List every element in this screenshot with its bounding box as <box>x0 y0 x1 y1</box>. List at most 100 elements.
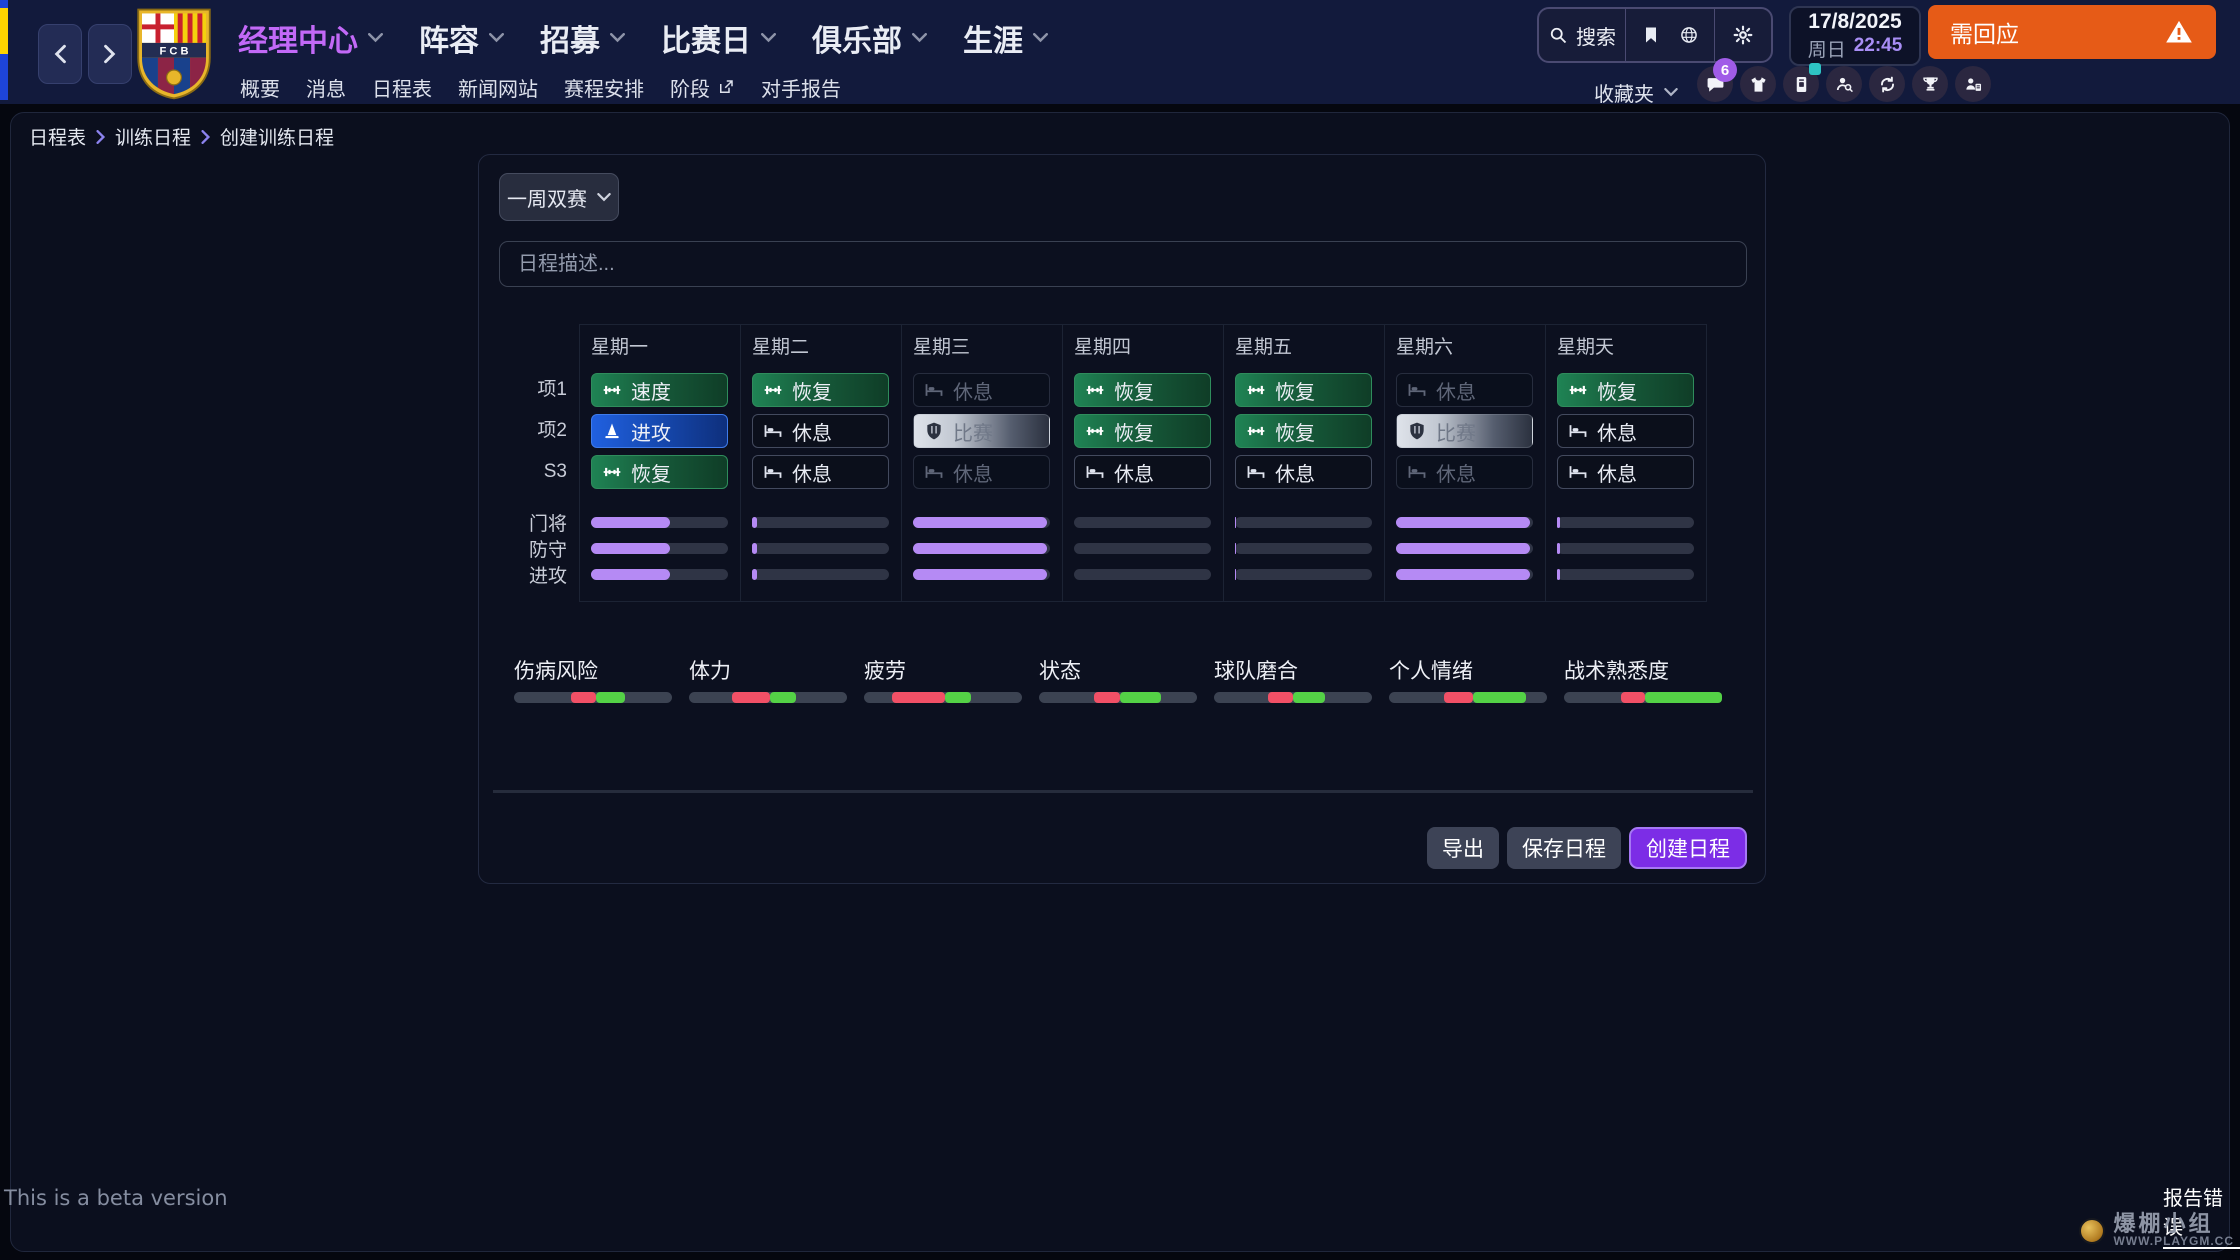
bookmark-icon[interactable] <box>1641 25 1661 45</box>
sync-icon <box>1878 75 1897 94</box>
dumbbell-icon <box>1568 380 1588 400</box>
nav-item[interactable]: 阵容 <box>419 16 504 60</box>
chevron-right-icon <box>103 44 117 64</box>
subnav-item[interactable]: 对手报告 <box>761 73 841 102</box>
create-schedule-button[interactable]: 创建日程 <box>1629 827 1747 869</box>
session-chip-rest[interactable]: 休息 <box>1557 414 1694 448</box>
day-header: 星期天 <box>1557 337 1615 358</box>
status-group: 伤病风险 <box>514 655 672 703</box>
session-cell: 休息 <box>1062 455 1223 489</box>
row-label: 项2 <box>537 420 567 441</box>
row-label: 项1 <box>537 379 567 400</box>
status-track <box>1214 692 1372 703</box>
session-label: 恢复 <box>1114 422 1154 445</box>
intensity-cell <box>1384 569 1545 580</box>
session-chip-rest[interactable]: 休息 <box>752 414 889 448</box>
respond-button[interactable]: 需回应 <box>1928 5 2216 59</box>
session-chip-rest[interactable]: 休息 <box>752 455 889 489</box>
session-chip-rest[interactable]: 休息 <box>1557 455 1694 489</box>
sync-button[interactable] <box>1869 66 1905 102</box>
competition-button[interactable] <box>1912 66 1948 102</box>
session-chip-training[interactable]: 恢复 <box>1235 373 1372 407</box>
subnav-item[interactable]: 赛程安排 <box>564 73 644 102</box>
nav-item[interactable]: 俱乐部 <box>812 16 927 60</box>
row-label: 防守 <box>528 540 567 561</box>
intensity-cell <box>740 517 901 528</box>
session-chip-rest[interactable]: 休息 <box>1074 455 1211 489</box>
status-group: 疲劳 <box>864 655 1022 703</box>
subnav-item[interactable]: 新闻网站 <box>458 73 538 102</box>
save-schedule-button[interactable]: 保存日程 <box>1507 827 1621 869</box>
session-chip-match[interactable]: 比赛 <box>1396 414 1533 448</box>
breadcrumb-item[interactable]: 日程表 <box>29 128 87 149</box>
settings-button[interactable] <box>1715 9 1771 61</box>
session-chip-rest-dim[interactable]: 休息 <box>1396 455 1533 489</box>
session-cell: 休息 <box>901 373 1062 407</box>
report-error-link[interactable]: 报告错误 <box>2163 1182 2240 1249</box>
subnav-item[interactable]: 日程表 <box>372 73 432 102</box>
status-segment-red <box>731 692 770 703</box>
session-chip-rest-dim[interactable]: 休息 <box>1396 373 1533 407</box>
clock[interactable]: 17/8/2025 周日 22:45 <box>1789 6 1921 66</box>
search-button[interactable]: 搜索 <box>1539 9 1625 61</box>
session-chip-training[interactable]: 速度 <box>591 373 728 407</box>
intensity-fill <box>1235 517 1237 528</box>
nav-item[interactable]: 比赛日 <box>661 16 776 60</box>
intensity-fill <box>913 517 1048 528</box>
scouting-button[interactable] <box>1826 66 1862 102</box>
day-header: 星期四 <box>1074 337 1132 358</box>
session-chip-training[interactable]: 恢复 <box>1557 373 1694 407</box>
session-chip-attack[interactable]: 进攻 <box>591 414 728 448</box>
subnav-item[interactable]: 概要 <box>240 73 280 102</box>
favorites-button[interactable]: 收藏夹 <box>1594 78 1678 107</box>
inbox-button[interactable]: 6 <box>1697 58 1737 102</box>
world-icon[interactable] <box>1679 25 1699 45</box>
session-chip-rest-dim[interactable]: 休息 <box>913 455 1050 489</box>
intensity-cell <box>579 543 740 554</box>
intensity-fill <box>1396 543 1531 554</box>
session-chip-training[interactable]: 恢复 <box>1074 414 1211 448</box>
schedule-description-input[interactable] <box>499 241 1747 287</box>
session-cell: 恢复 <box>1223 373 1384 407</box>
subnav-item[interactable]: 消息 <box>306 73 346 102</box>
scout-icon <box>1835 75 1854 94</box>
subnav-item[interactable]: 阶段 <box>670 73 735 102</box>
session-label: 休息 <box>1597 422 1637 445</box>
staff-button[interactable] <box>1955 66 1991 102</box>
status-segment-red <box>1267 692 1293 703</box>
subnav-item-label: 消息 <box>306 78 346 101</box>
session-label: 恢复 <box>1597 381 1637 404</box>
session-chip-match[interactable]: 比赛 <box>913 414 1050 448</box>
status-track <box>1564 692 1722 703</box>
preset-dropdown[interactable]: 一周双赛 <box>499 173 619 221</box>
intensity-cell <box>1384 543 1545 554</box>
forward-button[interactable] <box>88 24 132 84</box>
session-chip-training[interactable]: 恢复 <box>1074 373 1211 407</box>
session-chip-training[interactable]: 恢复 <box>1235 414 1372 448</box>
day-header-row: 星期一 星期二 星期三 星期四 星期五 星期六 星期天 <box>479 336 1706 360</box>
search-icon <box>1548 25 1568 45</box>
session-chip-rest-dim[interactable]: 休息 <box>913 373 1050 407</box>
dumbbell-icon <box>763 380 783 400</box>
breadcrumb-item[interactable]: 创建训练日程 <box>220 128 335 149</box>
dumbbell-icon <box>602 462 622 482</box>
session-label: 休息 <box>1275 463 1315 486</box>
club-crest: F C B <box>137 8 211 100</box>
nav-item[interactable]: 招募 <box>540 16 625 60</box>
back-button[interactable] <box>38 24 82 84</box>
preset-label: 一周双赛 <box>507 188 587 211</box>
subnav-item-label: 对手报告 <box>761 78 841 101</box>
date-label: 17/8/2025 <box>1808 10 1902 33</box>
session-chip-training[interactable]: 恢复 <box>752 373 889 407</box>
breadcrumb-separator-icon <box>95 130 106 144</box>
profile-card-button[interactable] <box>1783 63 1821 102</box>
export-button[interactable]: 导出 <box>1427 827 1499 869</box>
squad-button[interactable] <box>1740 66 1776 102</box>
session-chip-training[interactable]: 恢复 <box>591 455 728 489</box>
nav-item[interactable]: 生涯 <box>963 16 1048 60</box>
respond-label: 需回应 <box>1950 21 2019 47</box>
breadcrumb-item[interactable]: 训练日程 <box>115 128 192 149</box>
nav-item[interactable]: 经理中心 <box>238 16 383 60</box>
session-chip-rest[interactable]: 休息 <box>1235 455 1372 489</box>
